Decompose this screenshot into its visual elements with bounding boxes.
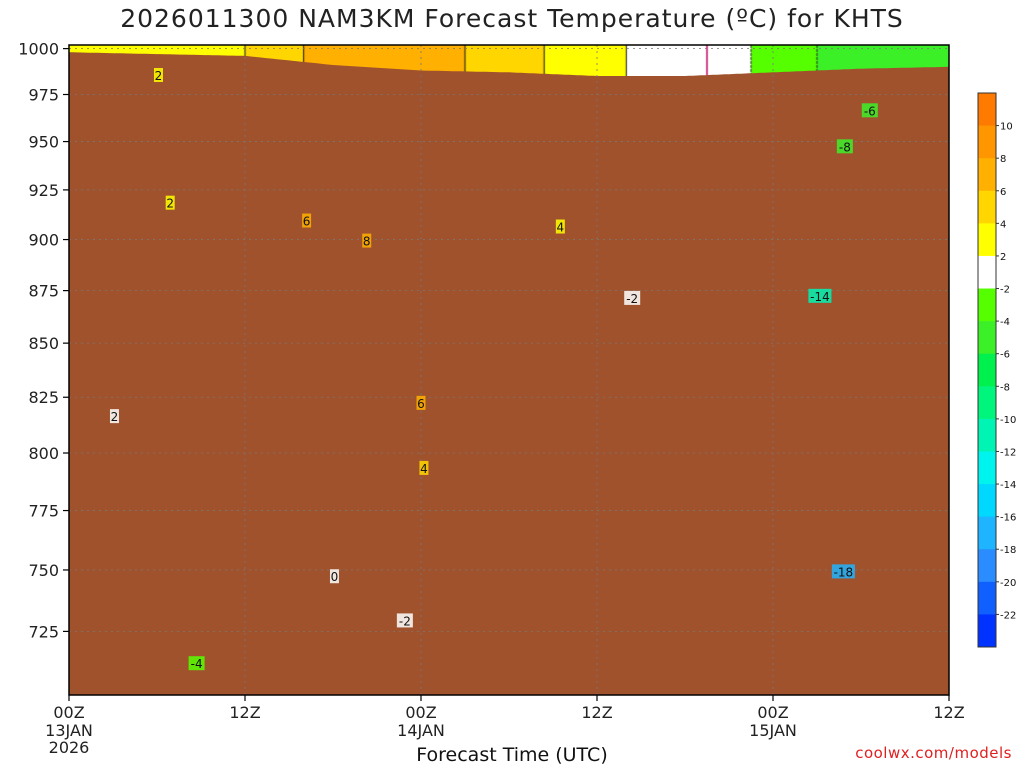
contour-label-bg: [302, 213, 312, 228]
colorbar-swatch: [978, 158, 996, 192]
x-tick-sublabel: 13JAN: [45, 721, 93, 740]
colorbar-swatch: [978, 516, 996, 550]
colorbar-label: -22: [1000, 610, 1016, 621]
colorbar-swatch: [978, 614, 996, 648]
contour-label-bg: [836, 139, 853, 154]
colorbar-label: 4: [1000, 219, 1006, 230]
x-tick-label: 12Z: [229, 703, 260, 722]
contour-label-bg: [624, 290, 641, 305]
colorbar-label: -8: [1000, 382, 1010, 393]
colorbar-swatch: [978, 353, 996, 387]
plot-frame: [68, 44, 950, 696]
x-tick-label: 12Z: [933, 703, 964, 722]
contour-label-bg: [555, 219, 565, 234]
colorbar-label: 10: [1000, 122, 1013, 133]
colorbar-label: -10: [1000, 415, 1016, 426]
contour-label: -6: [864, 104, 876, 118]
colorbar-label: -20: [1000, 578, 1016, 589]
colorbar-swatch: [978, 190, 996, 224]
colorbar-swatch: [978, 321, 996, 355]
contour-label: -14: [810, 290, 830, 304]
contour-label: 6: [417, 397, 425, 411]
contour-label-bg: [861, 103, 878, 118]
x-tick-label: 00Z: [53, 703, 84, 722]
colorbar-label: 6: [1000, 187, 1006, 198]
y-tick-label: 950: [28, 133, 59, 152]
colorbar-label: 2: [1000, 252, 1006, 263]
colorbar-swatch: [978, 484, 996, 518]
contour-label: 2: [111, 410, 119, 424]
y-tick-label: 800: [28, 444, 59, 463]
contour-label: 4: [557, 221, 565, 235]
colorbar-swatch: [978, 255, 996, 290]
y-axis: 725 750 775 800 825 850 875 900 925 950 975 1000: [18, 40, 69, 641]
colorbar-swatch: [978, 386, 996, 420]
colorbar-label: -4: [1000, 317, 1010, 328]
colorbar-label: 8: [1000, 154, 1006, 165]
colorbar: 10 8 6 4 2 -2 -4 -6 -8 -10 -12 -14 -16 -18 -20 -22: [977, 92, 1016, 648]
y-tick-label: 825: [28, 388, 59, 407]
contour-label: -8: [839, 140, 851, 154]
y-tick-label: 975: [28, 86, 59, 105]
contour-label-bg: [165, 195, 175, 210]
contour-label: 6: [303, 215, 311, 229]
x-tick-sublabel: 2026: [49, 738, 90, 757]
ground-area: [69, 52, 949, 695]
contour-label-bg: [109, 409, 119, 424]
contour-label: 0: [331, 570, 339, 584]
colorbar-label: -18: [1000, 545, 1016, 556]
colorbar-swatch: [978, 581, 996, 615]
x-tick-label: 00Z: [757, 703, 788, 722]
contour-labels: -4 -2 0 -18 4 2 6 -2 -14 8 6 4 2 -8 -6 2: [109, 68, 878, 671]
contour-label-bg: [362, 233, 372, 248]
contour-label-bg: [188, 656, 205, 671]
colorbar-label: -14: [1000, 480, 1016, 491]
y-tick-label: 775: [28, 502, 59, 521]
x-tick-label: 12Z: [581, 703, 612, 722]
colorbar-swatch: [978, 549, 996, 583]
y-tick-label: 875: [28, 282, 59, 301]
contour-label: -2: [626, 292, 638, 306]
y-tick-label: 850: [28, 334, 59, 353]
contour-label-bg: [396, 613, 413, 628]
contour-label: -18: [834, 565, 854, 579]
colorbar-label: -12: [1000, 447, 1016, 458]
x-tick-sublabel: 15JAN: [749, 721, 797, 740]
x-axis-label: Forecast Time (UTC): [416, 744, 608, 766]
contour-label-bg: [329, 569, 339, 584]
x-tick-label: 00Z: [405, 703, 436, 722]
contour-label: 8: [363, 235, 371, 249]
contour-label: -4: [191, 657, 203, 671]
source-credit: coolwx.com/models: [855, 744, 1012, 762]
y-tick-label: 1000: [18, 40, 59, 59]
contour-label: 4: [420, 462, 428, 476]
y-tick-label: 725: [28, 622, 59, 641]
x-tick-sublabel: 14JAN: [397, 721, 445, 740]
colorbar-frame: [977, 92, 997, 648]
colorbar-swatch: [978, 451, 996, 485]
ground-terrain: [69, 52, 949, 695]
colorbar-swatch: [978, 288, 996, 322]
contour-label-bg: [416, 395, 426, 410]
contour-label-bg: [153, 68, 163, 83]
contour-label: 2: [155, 69, 163, 83]
contour-label: -2: [399, 614, 411, 628]
y-tick-label: 925: [28, 181, 59, 200]
chart-title: 2026011300 NAM3KM Forecast Temperature (…: [120, 4, 904, 33]
colorbar-label: -6: [1000, 350, 1010, 361]
colorbar-swatch: [978, 93, 996, 127]
colorbar-swatch: [978, 223, 996, 257]
colorbar-label: -16: [1000, 513, 1016, 524]
colorbar-label: -2: [1000, 285, 1010, 296]
contour-label-bg: [831, 564, 855, 579]
y-tick-label: 750: [28, 561, 59, 580]
colorbar-swatch: [978, 418, 996, 452]
contour-label-bg: [808, 288, 832, 303]
contour-label-bg: [419, 460, 429, 475]
colorbar-swatch: [978, 125, 996, 159]
contour-label: 2: [166, 197, 174, 211]
y-tick-label: 900: [28, 231, 59, 250]
